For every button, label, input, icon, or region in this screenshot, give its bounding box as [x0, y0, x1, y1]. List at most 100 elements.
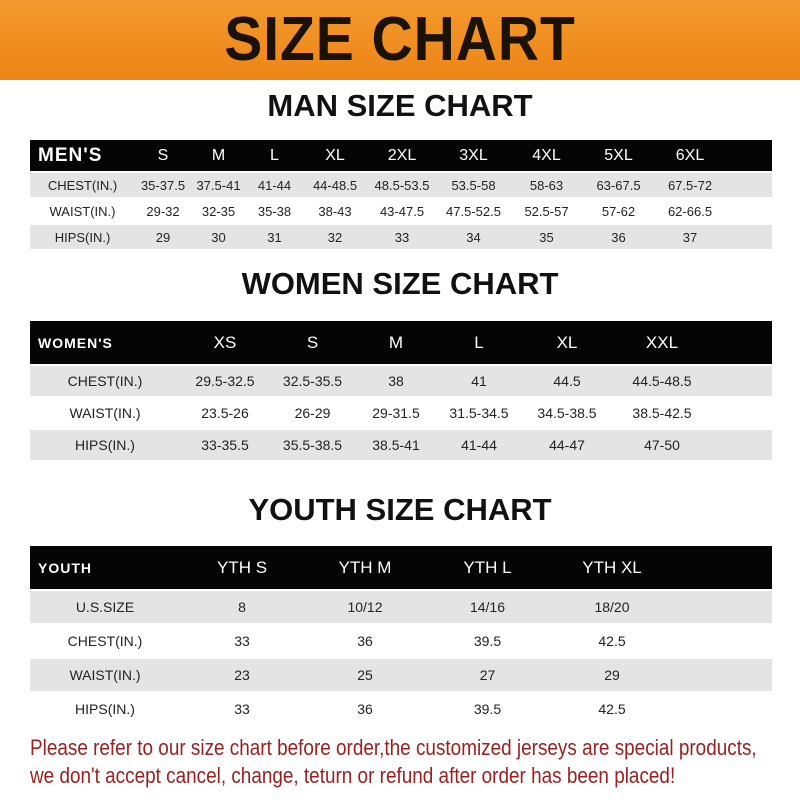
measurement-cell: 25: [357, 667, 373, 683]
measurement-cell: 33: [234, 633, 250, 649]
measurement-cell: 58-63: [529, 177, 564, 193]
measurement-cell: 29-31.5: [372, 405, 420, 421]
header-label: YOUTH: [38, 559, 92, 576]
size-header: S: [157, 146, 169, 164]
row-label: U.S.SIZE: [75, 599, 135, 615]
size-header: 6XL: [675, 146, 705, 164]
measurement-cell: 41-44: [257, 177, 292, 193]
measurement-cell: 27: [479, 667, 496, 683]
measurement-cell: 47.5-52.5: [446, 203, 501, 219]
table-row: WAIST(IN.) 29-32 32-35 35-38 38-43 43-47.5 47.…: [30, 199, 772, 223]
table-row: CHEST(IN.) 35-37.5 37.5-41 41-44 44-48.5 48.5…: [30, 173, 772, 197]
measurement-cell: 44.5-48.5: [632, 373, 692, 389]
measurement-cell: 32.5-35.5: [282, 373, 343, 389]
measurement-cell: 62-66.5: [667, 203, 713, 219]
row-label: HIPS(IN.): [54, 229, 111, 245]
measurement-cell: 23: [234, 667, 250, 683]
size-header: YTH M: [338, 557, 392, 577]
header-label: MEN'S: [38, 144, 103, 166]
youth-section-title: YOUTH SIZE CHART: [248, 492, 552, 527]
row-label: HIPS(IN.): [75, 701, 135, 717]
row-label: HIPS(IN.): [75, 437, 135, 453]
row-label: WAIST(IN.): [49, 203, 116, 219]
youth-header-row: YOUTH YTH S YTH M YTH L YTH XL: [30, 546, 772, 589]
measurement-cell: 31.5-34.5: [449, 405, 509, 421]
table-row: U.S.SIZE 8 10/12 14/16 18/20: [30, 591, 772, 623]
table-row: WAIST(IN.) 23.5-26 26-29 29-31.5 31.5-34.5 34…: [30, 398, 772, 428]
men-size-table: MEN'S S M L XL 2XL 3XL 4XL 5XL 6XL CHEST(IN.) 35-37…: [30, 140, 772, 249]
measurement-cell: 29: [155, 229, 171, 245]
measurement-cell: 31: [267, 229, 282, 245]
table-row: CHEST(IN.) 33 36 39.5 42.5: [30, 625, 772, 657]
measurement-cell: 36: [357, 701, 373, 717]
measurement-cell: 38: [388, 373, 404, 389]
measurement-cell: 42.5: [598, 633, 626, 649]
row-label: CHEST(IN.): [67, 633, 143, 649]
measurement-cell: 33: [234, 701, 250, 717]
measurement-cell: 39.5: [473, 633, 502, 649]
size-header: XS: [213, 332, 237, 352]
size-header: XL: [556, 332, 578, 352]
measurement-cell: 14/16: [469, 599, 506, 615]
measurement-cell: 30: [211, 229, 226, 245]
measurement-cell: 42.5: [598, 701, 626, 717]
measurement-cell: 35.5-38.5: [282, 437, 343, 453]
table-row: HIPS(IN.) 33 36 39.5 42.5: [30, 693, 772, 725]
header-label: WOMEN'S: [38, 334, 113, 351]
banner-title: SIZE CHART: [224, 5, 576, 74]
men-section-title: MAN SIZE CHART: [267, 88, 533, 123]
size-header: M: [211, 146, 226, 164]
row-label: CHEST(IN.): [67, 373, 143, 389]
row-label: CHEST(IN.): [47, 177, 118, 193]
measurement-cell: 38.5-41: [372, 437, 420, 453]
measurement-cell: 57-62: [601, 203, 636, 219]
measurement-cell: 32-35: [201, 203, 236, 219]
measurement-cell: 35-38: [257, 203, 292, 219]
notice-line-2: we don't accept cancel, change, teturn o…: [30, 763, 676, 788]
measurement-cell: 32: [327, 229, 343, 245]
measurement-cell: 48.5-53.5: [374, 177, 430, 193]
size-header: L: [270, 146, 279, 164]
size-header: YTH S: [216, 557, 268, 577]
women-section-title: WOMEN SIZE CHART: [241, 266, 559, 301]
table-row: HIPS(IN.) 29 30 31 32 33 34 35 36 37: [30, 225, 772, 249]
measurement-cell: 29.5-32.5: [195, 373, 255, 389]
size-header: M: [388, 332, 404, 352]
measurement-cell: 44.5: [553, 373, 581, 389]
size-header: 4XL: [532, 146, 561, 164]
size-header: XL: [325, 146, 345, 164]
measurement-cell: 44-48.5: [312, 177, 358, 193]
measurement-cell: 26-29: [294, 405, 331, 421]
size-header: YTH XL: [582, 557, 642, 577]
title-banner: SIZE CHART: [0, 0, 800, 80]
measurement-cell: 36: [611, 229, 626, 245]
measurement-cell: 29-32: [146, 203, 180, 219]
measurement-cell: 44-47: [549, 437, 585, 453]
measurement-cell: 53.5-58: [451, 177, 496, 193]
women-size-table: WOMEN'S XS S M L XL XXL CHEST(IN.) 29.5-32.5 32.5…: [30, 321, 772, 460]
size-header: 2XL: [387, 146, 417, 164]
measurement-cell: 38-43: [318, 203, 352, 219]
measurement-cell: 35: [539, 229, 554, 245]
measurement-cell: 52.5-57: [524, 203, 569, 219]
women-header-row: WOMEN'S XS S M L XL XXL: [30, 321, 772, 364]
men-header-row: MEN'S S M L XL 2XL 3XL 4XL 5XL 6XL: [30, 140, 772, 171]
measurement-cell: 18/20: [594, 599, 630, 615]
measurement-cell: 47-50: [644, 437, 680, 453]
table-row: WAIST(IN.) 23 25 27 29: [30, 659, 772, 691]
table-row: CHEST(IN.) 29.5-32.5 32.5-35.5 38 41 44.5 44.5…: [30, 366, 772, 396]
row-label: WAIST(IN.): [69, 405, 141, 421]
measurement-cell: 63-67.5: [596, 177, 641, 193]
notice-line-1: Please refer to our size chart before or…: [30, 735, 757, 760]
measurement-cell: 38.5-42.5: [632, 405, 692, 421]
table-row: HIPS(IN.) 33-35.5 35.5-38.5 38.5-41 41-44 44-…: [30, 430, 772, 460]
measurement-cell: 23.5-26: [201, 405, 249, 421]
size-header: 5XL: [604, 146, 633, 164]
measurement-cell: 33-35.5: [201, 437, 249, 453]
measurement-cell: 35-37.5: [140, 177, 186, 193]
measurement-cell: 41: [471, 373, 487, 389]
size-header: XXL: [645, 332, 679, 352]
measurement-cell: 37.5-41: [196, 177, 241, 193]
measurement-cell: 43-47.5: [379, 203, 425, 219]
measurement-cell: 10/12: [347, 599, 383, 615]
